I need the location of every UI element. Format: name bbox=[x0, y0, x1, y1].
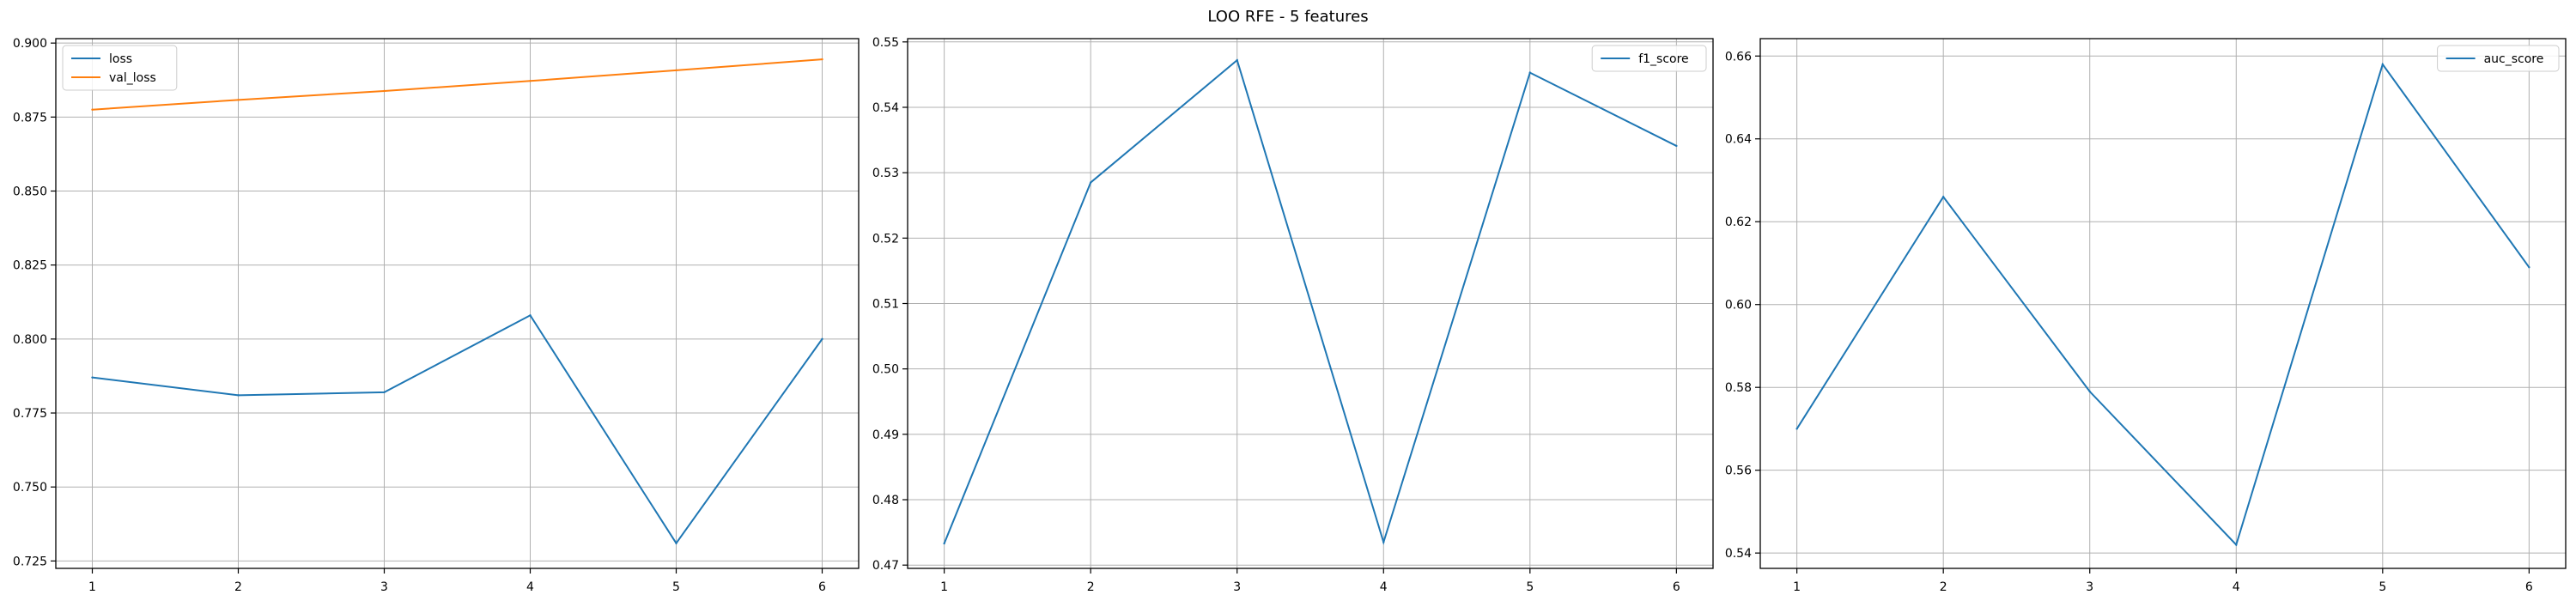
x-tick-label: 2 bbox=[1940, 580, 1947, 594]
y-tick-label: 0.54 bbox=[872, 101, 899, 115]
data-point bbox=[2528, 266, 2530, 269]
data-point bbox=[1675, 144, 1678, 148]
y-tick-label: 0.51 bbox=[872, 298, 899, 312]
data-point bbox=[1382, 541, 1385, 543]
x-tick-label: 4 bbox=[2233, 580, 2240, 594]
series-line-auc_score bbox=[1795, 62, 2530, 547]
data-point bbox=[91, 108, 94, 111]
legend-label: val_loss bbox=[109, 71, 156, 85]
x-tick-label: 3 bbox=[1233, 580, 1241, 594]
figure-title: LOO RFE - 5 features bbox=[1207, 8, 1369, 26]
y-tick-label: 0.62 bbox=[1725, 216, 1752, 229]
y-tick-label: 0.875 bbox=[13, 111, 47, 124]
x-tick-label: 6 bbox=[818, 580, 826, 594]
y-tick-label: 0.850 bbox=[13, 185, 47, 199]
data-point bbox=[675, 542, 677, 544]
f1-chart: 1 2 3 4 5 6 0.47 0.48 0.49 0.50 0.51 0.52 0.53 0.54 0.… bbox=[872, 36, 1714, 594]
data-point bbox=[383, 89, 386, 93]
x-tick-label: 1 bbox=[88, 580, 96, 594]
series-line-loss bbox=[92, 313, 823, 545]
y-tick-label: 0.725 bbox=[13, 555, 47, 568]
y-tick-label: 0.825 bbox=[13, 259, 47, 273]
y-tick-label: 0.48 bbox=[872, 494, 899, 507]
y-tick-label: 0.50 bbox=[872, 363, 899, 377]
data-point bbox=[2235, 543, 2238, 546]
y-tick-label: 0.750 bbox=[13, 481, 47, 495]
legend-label: auc_score bbox=[2484, 52, 2544, 66]
y-tick-label: 0.49 bbox=[872, 428, 899, 442]
data-point bbox=[821, 58, 823, 61]
data-point bbox=[675, 69, 677, 72]
data-point bbox=[1089, 181, 1092, 184]
x-tick-label: 3 bbox=[380, 580, 388, 594]
legend: auc_score bbox=[2437, 45, 2560, 72]
loss-chart: 1 2 3 4 5 6 0.725 0.750 0.775 0.800 0.825 0.850 0.87… bbox=[13, 37, 860, 594]
axes-frame bbox=[55, 38, 860, 569]
data-point bbox=[237, 99, 240, 101]
y-tick-label: 0.47 bbox=[872, 559, 899, 573]
data-point bbox=[943, 542, 945, 545]
x-tick-label: 5 bbox=[672, 580, 680, 594]
x-tick-label: 2 bbox=[1087, 580, 1095, 594]
x-tick-label: 6 bbox=[1673, 580, 1680, 594]
legend-box bbox=[1591, 45, 1707, 72]
data-point bbox=[237, 394, 240, 397]
data-point bbox=[383, 391, 386, 394]
axes-frame bbox=[907, 38, 1714, 569]
series-line-val_loss bbox=[92, 58, 823, 111]
data-point bbox=[2381, 63, 2385, 66]
legend: f1_score bbox=[1591, 45, 1707, 72]
x-tick-label: 1 bbox=[1793, 580, 1801, 594]
legend-box bbox=[62, 45, 178, 91]
axes-frame bbox=[1759, 38, 2567, 569]
y-tick-label: 0.900 bbox=[13, 37, 47, 51]
y-tick-label: 0.52 bbox=[872, 232, 899, 246]
x-tick-label: 5 bbox=[1526, 580, 1534, 594]
data-point bbox=[2088, 390, 2091, 393]
auc-chart: 1 2 3 4 5 6 0.54 0.56 0.58 0.60 0.62 0.64 0.66 auc_sc… bbox=[1725, 38, 2567, 594]
data-point bbox=[91, 376, 94, 379]
x-tick-label: 4 bbox=[526, 580, 534, 594]
y-tick-label: 0.53 bbox=[872, 167, 899, 180]
data-point bbox=[821, 337, 823, 341]
data-point bbox=[1528, 71, 1532, 74]
data-point bbox=[529, 80, 532, 82]
data-point bbox=[1236, 58, 1238, 62]
legend-label: f1_score bbox=[1638, 52, 1688, 66]
data-point bbox=[1795, 428, 1798, 430]
legend-label: loss bbox=[109, 52, 132, 66]
y-tick-label: 0.54 bbox=[1725, 547, 1752, 561]
y-tick-label: 0.58 bbox=[1725, 381, 1752, 395]
y-tick-label: 0.56 bbox=[1725, 464, 1752, 478]
x-tick-label: 2 bbox=[234, 580, 242, 594]
series-line-f1_score bbox=[943, 58, 1677, 545]
data-point bbox=[529, 314, 532, 317]
x-tick-label: 1 bbox=[940, 580, 948, 594]
data-point bbox=[1941, 196, 1945, 198]
x-tick-label: 6 bbox=[2525, 580, 2533, 594]
y-tick-label: 0.775 bbox=[13, 407, 47, 421]
y-tick-label: 0.55 bbox=[872, 36, 899, 50]
y-tick-label: 0.64 bbox=[1725, 133, 1752, 147]
legend: loss val_loss bbox=[62, 45, 178, 91]
x-tick-label: 4 bbox=[1380, 580, 1388, 594]
x-tick-label: 5 bbox=[2379, 580, 2386, 594]
legend-box bbox=[2437, 45, 2560, 72]
x-tick-label: 3 bbox=[2086, 580, 2093, 594]
y-tick-label: 0.800 bbox=[13, 333, 47, 347]
y-tick-label: 0.60 bbox=[1725, 299, 1752, 313]
y-tick-label: 0.66 bbox=[1725, 50, 1752, 64]
